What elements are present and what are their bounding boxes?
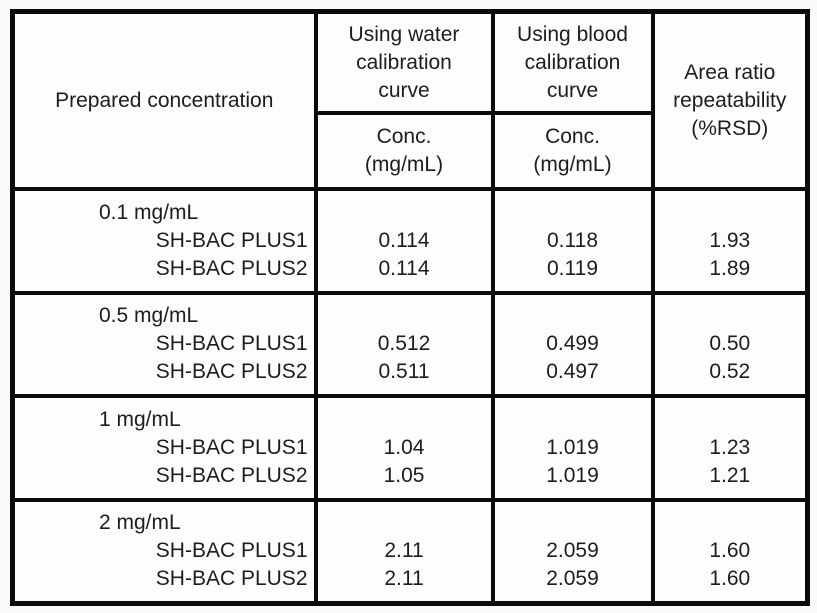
rsd-cell: 1.93 1.89 [650,187,810,295]
group-label: 2 mg/mL [99,511,181,535]
concentration-table-container: Prepared concentration Using water calib… [10,9,810,606]
subheader-blood-conc-units: Conc. (mg/mL) [490,111,655,192]
spacer-line [318,302,491,330]
rsd-cell: 0.50 0.52 [650,290,810,399]
water-conc-cell: 0.114 0.114 [313,187,495,295]
spacer-line [495,302,651,330]
water-conc-cell: 2.11 2.11 [313,497,495,606]
spacer-line [655,406,806,434]
prepared-concentration-cell: 1 mg/mL SH-BAC PLUS1 SH-BAC PLUS2 [10,394,318,502]
group-label: 1 mg/mL [99,407,181,431]
spacer-line [318,406,491,434]
spacer-line [655,302,806,330]
spacer-line [318,509,491,537]
water-conc-value: 0.512 [377,332,431,356]
rsd-value: 1.21 [709,463,751,487]
water-conc-value: 1.04 [383,435,425,459]
group-label: 0.5 mg/mL [99,304,199,328]
spacer-line [495,199,651,227]
blood-conc-value: 0.118 [547,228,598,252]
water-conc-value: 0.511 [378,360,430,384]
rsd-cell: 1.60 1.60 [650,497,810,606]
water-conc-value: 0.114 [378,256,430,280]
water-conc-cell: 0.512 0.511 [313,290,495,399]
table-row: 2 mg/mL SH-BAC PLUS1 SH-BAC PLUS2 2.11 2… [10,497,810,606]
concentration-table: Prepared concentration Using water calib… [10,9,810,606]
blood-conc-value: 0.119 [547,256,598,280]
blood-conc-value: 0.497 [546,360,599,384]
blood-conc-value: 1.019 [546,435,599,459]
water-conc-value: 2.11 [384,567,424,591]
water-conc-cell: 1.04 1.05 [313,394,495,502]
rsd-value: 1.93 [709,228,751,252]
blood-conc-cell: 2.059 2.059 [490,497,655,606]
blood-conc-cell: 1.019 1.019 [490,394,655,502]
rsd-value: 1.60 [709,539,751,563]
subheader-water-conc-units: Conc. (mg/mL) [313,111,495,192]
header-blood-calibration-curve: Using blood calibration curve [490,9,655,116]
sample-name: SH-BAC PLUS2 [155,360,308,384]
header-prepared-concentration: Prepared concentration [10,9,318,192]
blood-conc-cell: 0.499 0.497 [490,290,655,399]
spacer-line [318,199,491,227]
sample-name: SH-BAC PLUS1 [155,332,308,356]
blood-conc-value: 2.059 [546,539,599,563]
rsd-value: 0.52 [709,360,751,384]
spacer-line [655,199,806,227]
sample-name: SH-BAC PLUS1 [155,435,308,459]
table-row: 0.1 mg/mL SH-BAC PLUS1 SH-BAC PLUS2 0.11… [10,187,810,295]
blood-conc-value: 0.499 [546,332,599,356]
sample-name: SH-BAC PLUS2 [155,567,308,591]
rsd-cell: 1.23 1.21 [650,394,810,502]
header-area-ratio-repeatability: Area ratio repeatability (%RSD) [650,9,810,192]
group-label: 0.1 mg/mL [99,200,199,224]
header-row-sub: Conc. (mg/mL) Conc. (mg/mL) [13,111,808,192]
spacer-line [495,509,651,537]
header-water-calibration-curve: Using water calibration curve [313,9,495,116]
water-conc-value: 0.114 [378,228,430,252]
spacer-line [495,406,651,434]
blood-conc-value: 1.019 [546,463,599,487]
blood-conc-value: 2.059 [546,567,599,591]
table-row: 0.5 mg/mL SH-BAC PLUS1 SH-BAC PLUS2 0.51… [10,290,810,399]
prepared-concentration-cell: 0.1 mg/mL SH-BAC PLUS1 SH-BAC PLUS2 [10,187,318,295]
blood-conc-cell: 0.118 0.119 [490,187,655,295]
prepared-concentration-cell: 0.5 mg/mL SH-BAC PLUS1 SH-BAC PLUS2 [10,290,318,399]
table-row: 1 mg/mL SH-BAC PLUS1 SH-BAC PLUS2 1.04 1… [10,394,810,502]
rsd-value: 1.60 [709,567,751,591]
sample-name: SH-BAC PLUS1 [155,539,308,563]
rsd-value: 1.89 [709,256,751,280]
sample-name: SH-BAC PLUS1 [155,228,308,252]
sample-name: SH-BAC PLUS2 [155,463,308,487]
header-row-top: Prepared concentration Using water calib… [10,9,810,192]
water-conc-value: 1.05 [383,463,425,487]
spacer-line [655,509,806,537]
sample-name: SH-BAC PLUS2 [155,256,308,280]
prepared-concentration-cell: 2 mg/mL SH-BAC PLUS1 SH-BAC PLUS2 [10,497,318,606]
water-conc-value: 2.11 [384,539,424,563]
rsd-value: 0.50 [709,332,751,356]
rsd-value: 1.23 [709,435,751,459]
